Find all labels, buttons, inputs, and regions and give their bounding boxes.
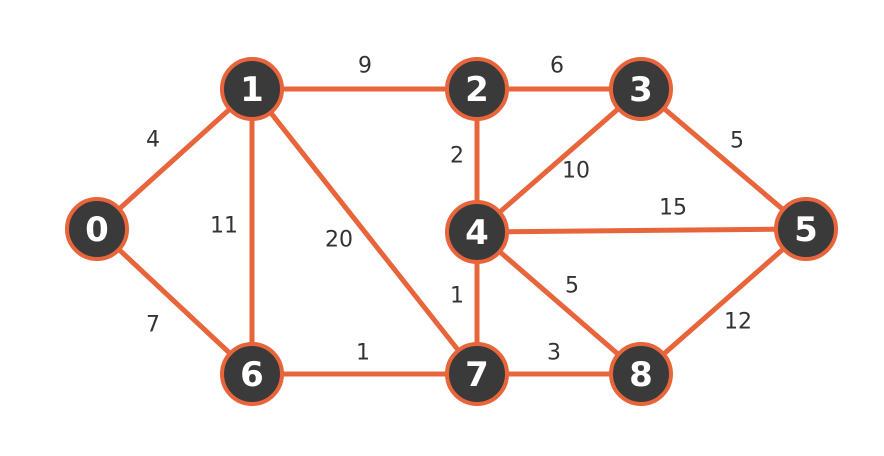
node-label-0: 0 bbox=[85, 210, 109, 250]
edge-4-5 bbox=[474, 226, 809, 235]
edge-weight-3-4: 10 bbox=[562, 159, 590, 184]
edge-weight-2-3: 6 bbox=[550, 54, 564, 79]
node-label-8: 8 bbox=[629, 355, 653, 395]
edge-4-8 bbox=[474, 229, 644, 377]
edge-3-5 bbox=[638, 86, 809, 232]
node-label-2: 2 bbox=[465, 70, 489, 110]
node-2: 2 bbox=[445, 57, 509, 121]
node-circle-1 bbox=[220, 57, 284, 121]
edge-weight-0-6: 7 bbox=[146, 313, 160, 338]
node-circle-5 bbox=[774, 197, 838, 261]
edge-weight-4-5: 15 bbox=[659, 196, 687, 221]
edge-weight-4-7: 1 bbox=[450, 284, 464, 309]
edge-0-6 bbox=[94, 226, 255, 377]
node-7: 7 bbox=[445, 342, 509, 406]
node-circle-3 bbox=[609, 57, 673, 121]
node-label-5: 5 bbox=[794, 210, 818, 250]
node-circle-6 bbox=[220, 342, 284, 406]
node-label-6: 6 bbox=[240, 355, 264, 395]
edge-weight-1-7: 20 bbox=[325, 228, 353, 253]
node-label-3: 3 bbox=[629, 70, 653, 110]
node-6: 6 bbox=[220, 342, 284, 406]
node-circle-8 bbox=[609, 342, 673, 406]
edge-weight-7-8: 3 bbox=[547, 341, 561, 366]
edge-5-8 bbox=[638, 226, 809, 377]
node-3: 3 bbox=[609, 57, 673, 121]
edge-weight-6-7: 1 bbox=[356, 341, 370, 366]
edge-weight-1-6: 11 bbox=[210, 214, 238, 239]
edge-weight-5-8: 12 bbox=[724, 310, 752, 335]
edge-weight-3-5: 5 bbox=[730, 129, 744, 154]
node-circle-2 bbox=[445, 57, 509, 121]
node-label-7: 7 bbox=[465, 355, 489, 395]
edge-1-7 bbox=[249, 86, 480, 377]
node-8: 8 bbox=[609, 342, 673, 406]
node-1: 1 bbox=[220, 57, 284, 121]
node-label-4: 4 bbox=[465, 213, 489, 253]
edge-0-1 bbox=[94, 86, 255, 232]
edge-3-4 bbox=[474, 86, 644, 235]
node-0: 0 bbox=[65, 197, 129, 261]
edge-weight-2-4: 2 bbox=[450, 144, 464, 169]
node-circle-0 bbox=[65, 197, 129, 261]
node-5: 5 bbox=[774, 197, 838, 261]
edge-weight-0-1: 4 bbox=[146, 128, 160, 153]
node-circle-7 bbox=[445, 342, 509, 406]
node-circle-4 bbox=[445, 200, 509, 264]
node-label-1: 1 bbox=[240, 70, 264, 110]
edge-weight-4-8: 5 bbox=[565, 274, 579, 299]
edge-weight-1-2: 9 bbox=[358, 54, 372, 79]
nodes-layer: 01 2 34 56 7 8 bbox=[65, 57, 838, 406]
node-4: 4 bbox=[445, 200, 509, 264]
